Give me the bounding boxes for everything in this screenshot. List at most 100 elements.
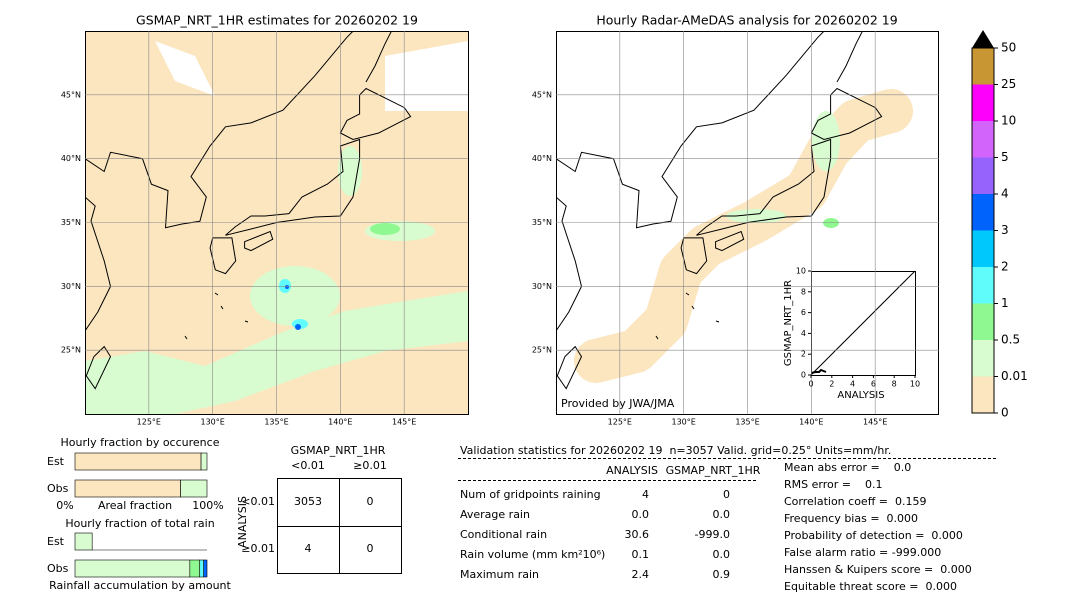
- left-map-title: GSMAP_NRT_1HR estimates for 20260202 19: [136, 13, 418, 28]
- stat-value: -999.0: [695, 528, 730, 541]
- fraction-segment: [74, 559, 191, 578]
- colorbar-box: [972, 340, 994, 377]
- fraction-segment: [200, 452, 208, 471]
- fraction-segment: [74, 479, 181, 498]
- y-tick-label: 0: [801, 371, 806, 380]
- fraction-segment: [180, 479, 208, 498]
- stat-value: 0.1: [632, 548, 650, 561]
- x-tick-label: 0: [808, 380, 813, 389]
- lat-tick-label: 40°N: [61, 154, 81, 163]
- lon-tick-label: 130°E: [201, 418, 225, 427]
- stat-label: Maximum rain: [460, 568, 539, 581]
- column-header: ANALYSIS: [606, 464, 658, 477]
- score: RMS error = 0.1: [784, 478, 882, 491]
- total-rain-title: Hourly fraction of total rain: [65, 517, 214, 530]
- x-tick-label: 2: [829, 380, 834, 389]
- score: Equitable threat score = 0.000: [784, 580, 957, 593]
- lat-tick-label: 35°N: [61, 218, 81, 227]
- fraction-segment: [189, 559, 201, 578]
- y-tick-label: 4: [801, 329, 806, 338]
- lat-tick-label: 25°N: [532, 346, 552, 355]
- colorbar-tick-label: 50: [1001, 41, 1016, 55]
- cell: 0: [367, 495, 374, 508]
- lon-tick-label: 135°E: [264, 418, 288, 427]
- y-tick-label: 8: [801, 287, 806, 296]
- scatter-xlabel: ANALYSIS: [837, 390, 884, 401]
- colorbar-box: [972, 48, 994, 85]
- score: False alarm ratio = -999.000: [784, 546, 941, 559]
- lat-tick-label: 45°N: [61, 90, 81, 99]
- lat-tick-label: 30°N: [532, 282, 552, 291]
- colorbar-box: [972, 267, 994, 304]
- lon-tick-label: 140°E: [799, 418, 823, 427]
- stat-label: Num of gridpoints raining: [460, 488, 601, 501]
- left-map-frame: [85, 31, 469, 415]
- colorbar-box: [972, 194, 994, 231]
- lon-tick-label: 145°E: [392, 418, 416, 427]
- score: Frequency bias = 0.000: [784, 512, 918, 525]
- colorbar-box: [972, 376, 994, 413]
- colorbar-box: [972, 303, 994, 340]
- y-tick-label: 10: [796, 267, 806, 276]
- credit: Provided by JWA/JMA: [561, 397, 675, 410]
- col-label: ≥0.01: [353, 459, 387, 472]
- colorbar-tick-label: 4: [1001, 187, 1009, 201]
- axis-label: Areal fraction: [98, 499, 172, 512]
- fraction-segment: [74, 452, 202, 471]
- cell: 3053: [294, 495, 322, 508]
- score: Probability of detection = 0.000: [784, 529, 963, 542]
- total-rain-axis-label: Rainfall accumulation by amount: [49, 579, 231, 592]
- colorbar-box: [972, 230, 994, 267]
- colorbar-tick-label: 1: [1001, 296, 1009, 310]
- score: Hanssen & Kuipers score = 0.000: [784, 563, 972, 576]
- cell: 4: [305, 542, 312, 555]
- y-tick-label: 6: [801, 308, 806, 317]
- col-label: <0.01: [291, 459, 325, 472]
- row-label: Est: [47, 535, 65, 548]
- colorbar-box: [972, 121, 994, 158]
- stat-value: 0.9: [713, 568, 731, 581]
- stat-label: Rain volume (mm km²10⁶): [460, 548, 605, 561]
- diagonal: [810, 270, 916, 376]
- colorbar-box: [972, 84, 994, 121]
- row-label: ≥0.01: [241, 542, 275, 555]
- x-tick-label: 6: [871, 380, 876, 389]
- colorbar-tick-label: 10: [1001, 114, 1016, 128]
- colorbar-extend: [972, 30, 994, 48]
- row-label: Obs: [47, 482, 69, 495]
- stat-label: Conditional rain: [460, 528, 547, 541]
- fraction-segment: [199, 559, 205, 578]
- colorbar-tick-label: 3: [1001, 223, 1009, 237]
- lon-tick-label: 135°E: [735, 418, 759, 427]
- colorbar-tick-label: 0.01: [1001, 369, 1028, 383]
- x-tick-label: 4: [850, 380, 855, 389]
- scatter-ylabel: GSMAP_NRT_1HR: [783, 280, 794, 366]
- stat-value: 30.6: [625, 528, 650, 541]
- inset-bg: [811, 271, 916, 376]
- lat-tick-label: 40°N: [532, 154, 552, 163]
- colorbar-tick-label: 2: [1001, 260, 1009, 274]
- y-tick-label: 2: [801, 350, 806, 359]
- colorbar-tick-label: 0.5: [1001, 333, 1020, 347]
- lat-tick-label: 45°N: [532, 90, 552, 99]
- scatter-points: [811, 368, 827, 374]
- row-label: Obs: [47, 562, 69, 575]
- lon-tick-label: 130°E: [672, 418, 696, 427]
- row-label: Est: [47, 455, 65, 468]
- x-tick-label: 8: [892, 380, 897, 389]
- lat-tick-label: 35°N: [532, 218, 552, 227]
- occurrence-title: Hourly fraction by occurence: [61, 436, 220, 449]
- fraction-segment: [74, 532, 93, 551]
- row-label: <0.01: [241, 495, 275, 508]
- stat-value: 0.0: [713, 508, 731, 521]
- stat-value: 0.0: [713, 548, 731, 561]
- colorbar-box: [972, 157, 994, 194]
- stat-value: 2.4: [632, 568, 650, 581]
- stat-value: 4: [642, 488, 649, 501]
- contingency-title: GSMAP_NRT_1HR: [291, 444, 386, 457]
- axis-label: 100%: [192, 499, 223, 512]
- cell: 0: [367, 542, 374, 555]
- axis-label: 0%: [56, 499, 73, 512]
- fraction-segment: [203, 559, 208, 578]
